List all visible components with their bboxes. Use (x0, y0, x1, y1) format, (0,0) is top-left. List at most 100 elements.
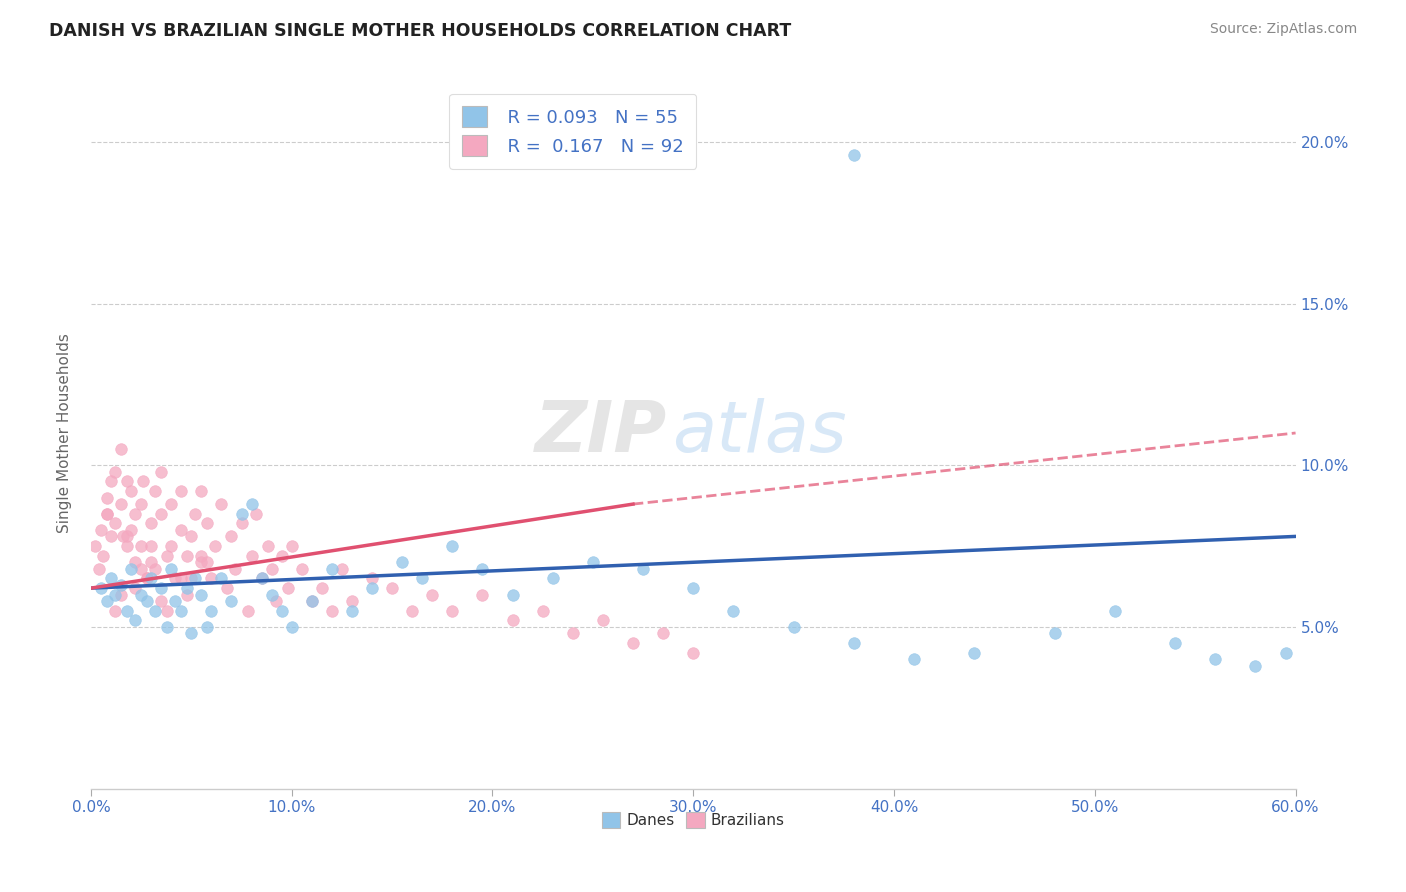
Point (541, 571, 564, 585)
Point (90, 523, 112, 537)
Point (381, 581, 404, 595)
Point (204, 539, 226, 553)
Text: DANISH VS BRAZILIAN SINGLE MOTHER HOUSEHOLDS CORRELATION CHART: DANISH VS BRAZILIAN SINGLE MOTHER HOUSEH… (49, 22, 792, 40)
Point (104, 604, 127, 618)
Point (104, 516, 127, 531)
Point (250, 571, 273, 585)
Point (100, 571, 122, 585)
Point (87, 562, 110, 576)
Point (156, 549, 179, 563)
Point (165, 594, 187, 608)
Point (301, 594, 323, 608)
Point (195, 620, 218, 634)
Point (256, 539, 278, 553)
Point (240, 497, 263, 511)
Point (160, 497, 183, 511)
Point (184, 571, 207, 585)
Point (236, 604, 259, 618)
Point (150, 465, 173, 479)
Point (250, 571, 273, 585)
Point (1204, 652, 1226, 666)
Y-axis label: Single Mother Households: Single Mother Households (58, 333, 72, 533)
Point (441, 539, 464, 553)
Point (723, 604, 745, 618)
Point (1244, 658, 1267, 673)
Point (129, 588, 152, 602)
Point (115, 529, 138, 543)
Point (340, 594, 363, 608)
Point (270, 604, 292, 618)
Point (411, 571, 433, 585)
Point (782, 620, 804, 634)
Point (1274, 646, 1296, 660)
Point (129, 562, 152, 576)
Point (115, 475, 138, 489)
Text: atlas: atlas (672, 399, 846, 467)
Point (209, 497, 232, 511)
Point (143, 604, 166, 618)
Point (120, 562, 142, 576)
Point (621, 636, 644, 650)
Point (963, 646, 986, 660)
Point (124, 555, 146, 569)
Point (104, 588, 127, 602)
Point (110, 497, 132, 511)
Point (141, 555, 163, 569)
Point (180, 529, 202, 543)
Point (224, 562, 246, 576)
Point (245, 507, 267, 521)
Point (631, 562, 654, 576)
Point (170, 604, 193, 618)
Point (141, 571, 163, 585)
Point (441, 604, 464, 618)
Point (277, 581, 299, 595)
Point (150, 594, 173, 608)
Point (280, 539, 302, 553)
Point (96, 507, 118, 521)
Point (150, 581, 173, 595)
Point (110, 588, 132, 602)
Point (84, 539, 107, 553)
Point (176, 581, 198, 595)
Point (321, 604, 343, 618)
Point (321, 562, 343, 576)
Point (231, 507, 253, 521)
Point (842, 636, 865, 650)
Point (156, 604, 179, 618)
Point (184, 507, 207, 521)
Point (143, 484, 166, 499)
Point (100, 475, 122, 489)
Point (1043, 626, 1066, 640)
Point (96, 491, 118, 505)
Point (231, 516, 253, 531)
Point (115, 604, 138, 618)
Point (330, 562, 353, 576)
Point (502, 588, 524, 602)
Point (160, 539, 183, 553)
Point (391, 555, 413, 569)
Point (340, 604, 363, 618)
Point (592, 614, 614, 628)
Point (1104, 604, 1126, 618)
Point (180, 626, 202, 640)
Point (221, 594, 243, 608)
Point (652, 626, 675, 640)
Point (301, 594, 323, 608)
Point (190, 549, 212, 563)
Point (165, 571, 187, 585)
Point (136, 571, 159, 585)
Legend: Danes, Brazilians: Danes, Brazilians (596, 806, 792, 834)
Point (100, 529, 122, 543)
Point (110, 442, 132, 457)
Point (143, 562, 166, 576)
Point (136, 571, 159, 585)
Point (132, 475, 155, 489)
Point (120, 484, 142, 499)
Point (160, 562, 183, 576)
Point (260, 562, 283, 576)
Point (190, 588, 212, 602)
Point (200, 571, 222, 585)
Point (240, 549, 263, 563)
Point (502, 614, 524, 628)
Point (176, 549, 198, 563)
